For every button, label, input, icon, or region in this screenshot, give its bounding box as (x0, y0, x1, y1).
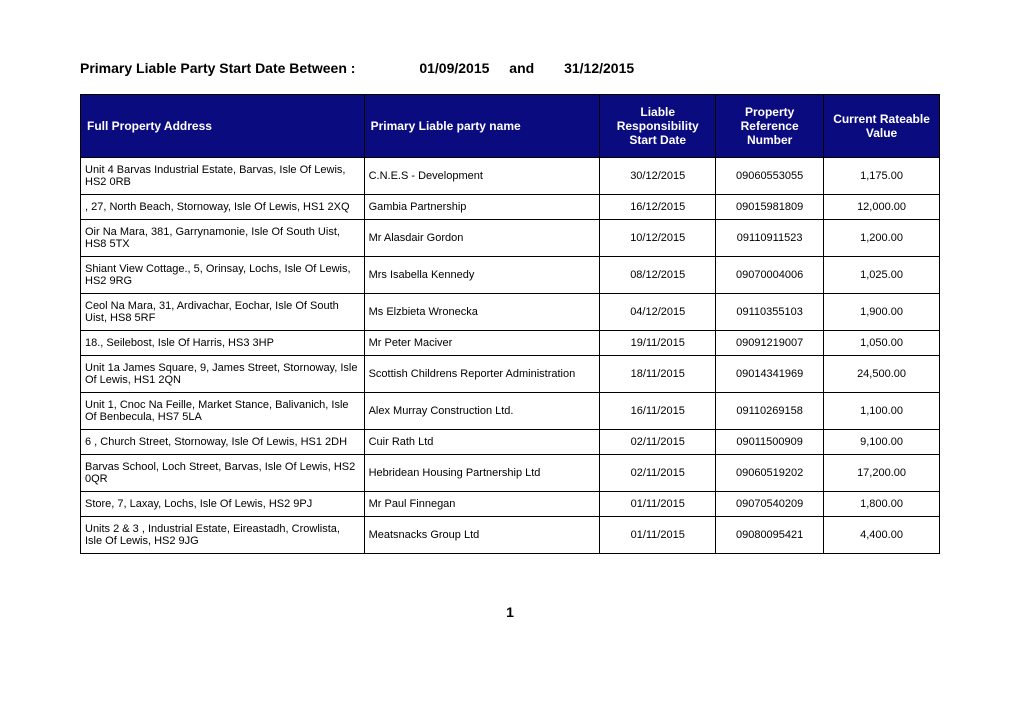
cell-address: Unit 4 Barvas Industrial Estate, Barvas,… (81, 158, 365, 195)
cell-name: Mr Peter Maciver (364, 331, 600, 356)
cell-address: Barvas School, Loch Street, Barvas, Isle… (81, 455, 365, 492)
cell-value: 12,000.00 (824, 195, 940, 220)
cell-date: 16/11/2015 (600, 393, 716, 430)
cell-value: 1,050.00 (824, 331, 940, 356)
table-row: Unit 1a James Square, 9, James Street, S… (81, 356, 940, 393)
cell-name: Gambia Partnership (364, 195, 600, 220)
cell-address: 6 , Church Street, Stornoway, Isle Of Le… (81, 430, 365, 455)
cell-date: 10/12/2015 (600, 220, 716, 257)
title-connector: and (509, 60, 534, 76)
cell-value: 1,100.00 (824, 393, 940, 430)
cell-name: Mr Alasdair Gordon (364, 220, 600, 257)
cell-ref: 09080095421 (716, 517, 824, 554)
cell-name: Scottish Childrens Reporter Administrati… (364, 356, 600, 393)
cell-address: Units 2 & 3 , Industrial Estate, Eireast… (81, 517, 365, 554)
cell-name: Mrs Isabella Kennedy (364, 257, 600, 294)
cell-value: 1,025.00 (824, 257, 940, 294)
cell-date: 02/11/2015 (600, 430, 716, 455)
cell-date: 02/11/2015 (600, 455, 716, 492)
table-row: Oir Na Mara, 381, Garrynamonie, Isle Of … (81, 220, 940, 257)
cell-name: Hebridean Housing Partnership Ltd (364, 455, 600, 492)
cell-address: Unit 1a James Square, 9, James Street, S… (81, 356, 365, 393)
cell-name: Alex Murray Construction Ltd. (364, 393, 600, 430)
cell-ref: 09070540209 (716, 492, 824, 517)
cell-name: Meatsnacks Group Ltd (364, 517, 600, 554)
cell-ref: 09110355103 (716, 294, 824, 331)
cell-address: Oir Na Mara, 381, Garrynamonie, Isle Of … (81, 220, 365, 257)
table-header-row: Full Property Address Primary Liable par… (81, 95, 940, 158)
report-title: Primary Liable Party Start Date Between … (80, 60, 940, 76)
cell-value: 1,800.00 (824, 492, 940, 517)
cell-name: Cuir Rath Ltd (364, 430, 600, 455)
cell-date: 16/12/2015 (600, 195, 716, 220)
cell-name: Ms Elzbieta Wronecka (364, 294, 600, 331)
title-from-date: 01/09/2015 (419, 60, 489, 76)
cell-name: C.N.E.S - Development (364, 158, 600, 195)
table-row: Unit 4 Barvas Industrial Estate, Barvas,… (81, 158, 940, 195)
table-row: Store, 7, Laxay, Lochs, Isle Of Lewis, H… (81, 492, 940, 517)
title-to-date: 31/12/2015 (564, 60, 634, 76)
cell-value: 9,100.00 (824, 430, 940, 455)
col-header-name: Primary Liable party name (364, 95, 600, 158)
cell-date: 01/11/2015 (600, 492, 716, 517)
cell-ref: 09060519202 (716, 455, 824, 492)
cell-address: Shiant View Cottage., 5, Orinsay, Lochs,… (81, 257, 365, 294)
cell-ref: 09015981809 (716, 195, 824, 220)
col-header-ref: Property Reference Number (716, 95, 824, 158)
cell-ref: 09110911523 (716, 220, 824, 257)
cell-value: 24,500.00 (824, 356, 940, 393)
cell-ref: 09014341969 (716, 356, 824, 393)
table-row: 18., Seilebost, Isle Of Harris, HS3 3HPM… (81, 331, 940, 356)
title-label: Primary Liable Party Start Date Between … (80, 60, 355, 76)
cell-name: Mr Paul Finnegan (364, 492, 600, 517)
cell-date: 19/11/2015 (600, 331, 716, 356)
cell-date: 08/12/2015 (600, 257, 716, 294)
col-header-address: Full Property Address (81, 95, 365, 158)
cell-value: 17,200.00 (824, 455, 940, 492)
cell-address: 18., Seilebost, Isle Of Harris, HS3 3HP (81, 331, 365, 356)
table-row: , 27, North Beach, Stornoway, Isle Of Le… (81, 195, 940, 220)
cell-date: 01/11/2015 (600, 517, 716, 554)
cell-ref: 09110269158 (716, 393, 824, 430)
table-row: Barvas School, Loch Street, Barvas, Isle… (81, 455, 940, 492)
cell-date: 18/11/2015 (600, 356, 716, 393)
page-number: 1 (80, 604, 940, 620)
cell-value: 1,175.00 (824, 158, 940, 195)
cell-value: 1,900.00 (824, 294, 940, 331)
table-row: Ceol Na Mara, 31, Ardivachar, Eochar, Is… (81, 294, 940, 331)
cell-value: 1,200.00 (824, 220, 940, 257)
cell-address: , 27, North Beach, Stornoway, Isle Of Le… (81, 195, 365, 220)
cell-ref: 09070004006 (716, 257, 824, 294)
cell-value: 4,400.00 (824, 517, 940, 554)
table-row: Shiant View Cottage., 5, Orinsay, Lochs,… (81, 257, 940, 294)
table-row: Unit 1, Cnoc Na Feille, Market Stance, B… (81, 393, 940, 430)
liable-party-table: Full Property Address Primary Liable par… (80, 94, 940, 554)
cell-ref: 09060553055 (716, 158, 824, 195)
col-header-date: Liable Responsibility Start Date (600, 95, 716, 158)
cell-date: 04/12/2015 (600, 294, 716, 331)
col-header-value: Current Rateable Value (824, 95, 940, 158)
cell-address: Store, 7, Laxay, Lochs, Isle Of Lewis, H… (81, 492, 365, 517)
cell-ref: 09011500909 (716, 430, 824, 455)
cell-address: Unit 1, Cnoc Na Feille, Market Stance, B… (81, 393, 365, 430)
table-row: Units 2 & 3 , Industrial Estate, Eireast… (81, 517, 940, 554)
cell-ref: 09091219007 (716, 331, 824, 356)
table-row: 6 , Church Street, Stornoway, Isle Of Le… (81, 430, 940, 455)
cell-address: Ceol Na Mara, 31, Ardivachar, Eochar, Is… (81, 294, 365, 331)
cell-date: 30/12/2015 (600, 158, 716, 195)
